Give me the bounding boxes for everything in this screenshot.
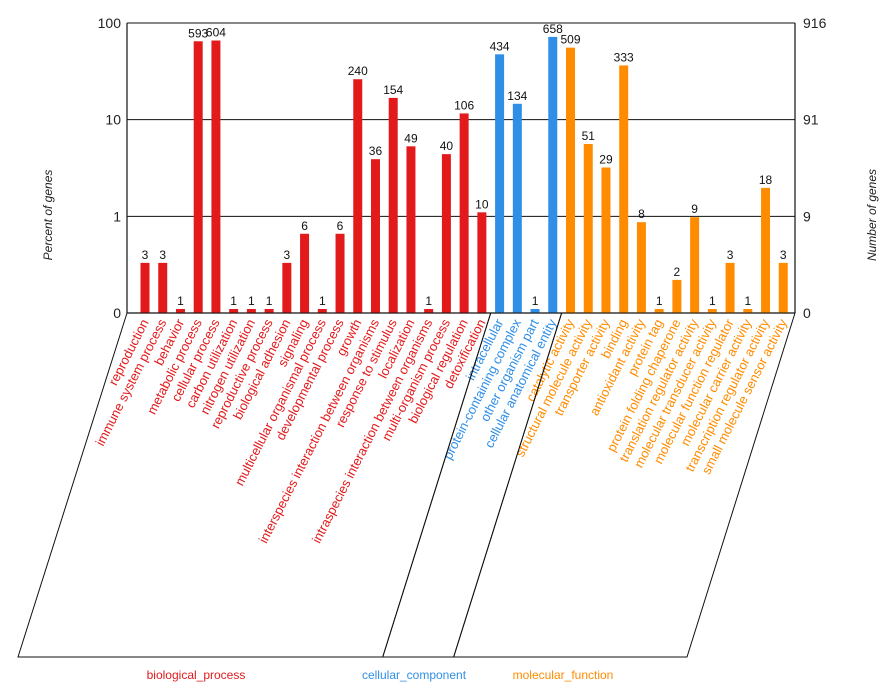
value-label-interspecies-interaction-between-organisms: 36 <box>369 144 383 158</box>
bar-metabolic-process <box>193 41 203 314</box>
group-label-molecular-function: molecular_function <box>513 668 614 682</box>
bar-developmental-process <box>335 233 345 313</box>
right-tick-label: 916 <box>803 15 827 31</box>
group-box-molecular-function <box>452 312 796 658</box>
group-labels: biological_process cellular_component mole… <box>147 668 614 682</box>
group-parallelograms <box>17 312 796 658</box>
left-tick-label: 1 <box>113 208 121 224</box>
bar-behavior <box>175 308 185 313</box>
value-label-binding: 333 <box>614 50 634 64</box>
right-tick-label: 9 <box>803 208 811 224</box>
bar-molecular-transducer-activity <box>707 308 717 313</box>
bar-molecular-function-regulator <box>725 262 735 313</box>
value-label-behavior: 1 <box>177 294 184 308</box>
bar-detoxification <box>477 212 487 313</box>
value-label-multi-organism-process: 40 <box>440 139 454 153</box>
bars <box>140 36 788 314</box>
bar-cellular-anatomical-entity <box>548 36 558 314</box>
group-label-biological-process: biological_process <box>147 668 246 682</box>
value-label-protein-containing-complex: 134 <box>507 89 527 103</box>
value-label-growth: 240 <box>348 64 368 78</box>
bar-cellular-process <box>211 40 221 313</box>
bar-reproductive-process <box>264 308 274 313</box>
bar-biological-adhesion <box>282 262 292 313</box>
bar-molecular-carrier-activity <box>743 308 753 313</box>
bar-growth <box>353 79 363 314</box>
value-label-carbon-utilization: 1 <box>230 294 237 308</box>
value-label-cellular-anatomical-entity: 658 <box>543 22 563 36</box>
value-label-immune-system-process: 3 <box>159 248 166 262</box>
value-label-metabolic-process: 593 <box>188 26 208 40</box>
value-label-transcription-regulator-activity: 18 <box>759 173 773 187</box>
y-axis-left-title: Percent of genes <box>41 170 55 261</box>
left-tick-label: 0 <box>113 305 121 321</box>
bar-transporter-activity <box>601 167 611 313</box>
right-tick-label: 0 <box>803 305 811 321</box>
value-label-cellular-process: 604 <box>206 26 226 40</box>
bar-antioxidant-activity <box>636 222 646 313</box>
value-label-multicellular-organismal-process: 1 <box>319 294 326 308</box>
value-label-reproductive-process: 1 <box>266 294 273 308</box>
left-tick-label: 10 <box>105 112 121 128</box>
bar-transcription-regulator-activity <box>761 187 771 313</box>
value-label-response-to-stimulus: 154 <box>383 83 403 97</box>
value-label-antioxidant-activity: 8 <box>638 207 645 221</box>
value-label-intracellular: 434 <box>490 39 510 53</box>
value-label-localization: 49 <box>404 131 418 145</box>
value-label-molecular-carrier-activity: 1 <box>744 294 751 308</box>
bar-interspecies-interaction-between-organisms <box>370 159 380 313</box>
value-label-transporter-activity: 29 <box>599 153 613 167</box>
value-label-molecular-transducer-activity: 1 <box>709 294 716 308</box>
bar-carbon-utilization <box>229 308 239 313</box>
bar-signaling <box>300 233 310 313</box>
value-label-other-organism-part: 1 <box>532 294 539 308</box>
bar-translation-regulator-activity <box>690 217 700 313</box>
bar-biological-regulation <box>459 113 469 313</box>
bar-response-to-stimulus <box>388 97 398 313</box>
value-label-reproduction: 3 <box>142 248 149 262</box>
group-label-cellular-component: cellular_component <box>362 668 467 682</box>
bar-small-molecule-sensor-activity <box>778 262 788 313</box>
bar-intraspecies-interaction-between-organisms <box>424 308 434 313</box>
bar-multicellular-organismal-process <box>317 308 327 313</box>
value-label-biological-regulation: 106 <box>454 98 474 112</box>
bar-protein-folding-chaperone <box>672 279 682 313</box>
bar-catalytic-activity <box>566 47 576 314</box>
value-label-small-molecule-sensor-activity: 3 <box>780 248 787 262</box>
bar-localization <box>406 146 416 313</box>
value-label-developmental-process: 6 <box>337 219 344 233</box>
y-axis-right-title: Number of genes <box>865 169 879 261</box>
right-tick-label: 91 <box>803 112 819 128</box>
left-tick-label: 100 <box>98 15 122 31</box>
value-label-signaling: 6 <box>301 219 308 233</box>
bar-structural-molecule-activity <box>583 144 593 313</box>
value-label-molecular-function-regulator: 3 <box>727 248 734 262</box>
value-label-intraspecies-interaction-between-organisms: 1 <box>425 294 432 308</box>
left-axis-ticks: 0 1 10 100 <box>98 15 122 321</box>
right-axis-ticks: 0 9 91 916 <box>803 15 827 321</box>
bar-immune-system-process <box>158 262 168 313</box>
value-label-biological-adhesion: 3 <box>283 248 290 262</box>
bar-binding <box>619 65 629 313</box>
bar-reproduction <box>140 262 150 313</box>
bar-intracellular <box>495 54 505 313</box>
bar-protein-containing-complex <box>512 103 522 313</box>
bar-other-organism-part <box>530 308 540 313</box>
value-label-structural-molecule-activity: 51 <box>582 129 596 143</box>
value-label-protein-folding-chaperone: 2 <box>674 265 681 279</box>
bar-nitrogen-utilization <box>246 308 256 313</box>
value-label-catalytic-activity: 509 <box>560 33 580 47</box>
value-label-detoxification: 10 <box>475 197 489 211</box>
value-label-nitrogen-utilization: 1 <box>248 294 255 308</box>
value-label-protein-tag: 1 <box>656 294 663 308</box>
bar-protein-tag <box>654 308 664 313</box>
value-label-translation-regulator-activity: 9 <box>691 202 698 216</box>
bar-multi-organism-process <box>441 154 451 313</box>
